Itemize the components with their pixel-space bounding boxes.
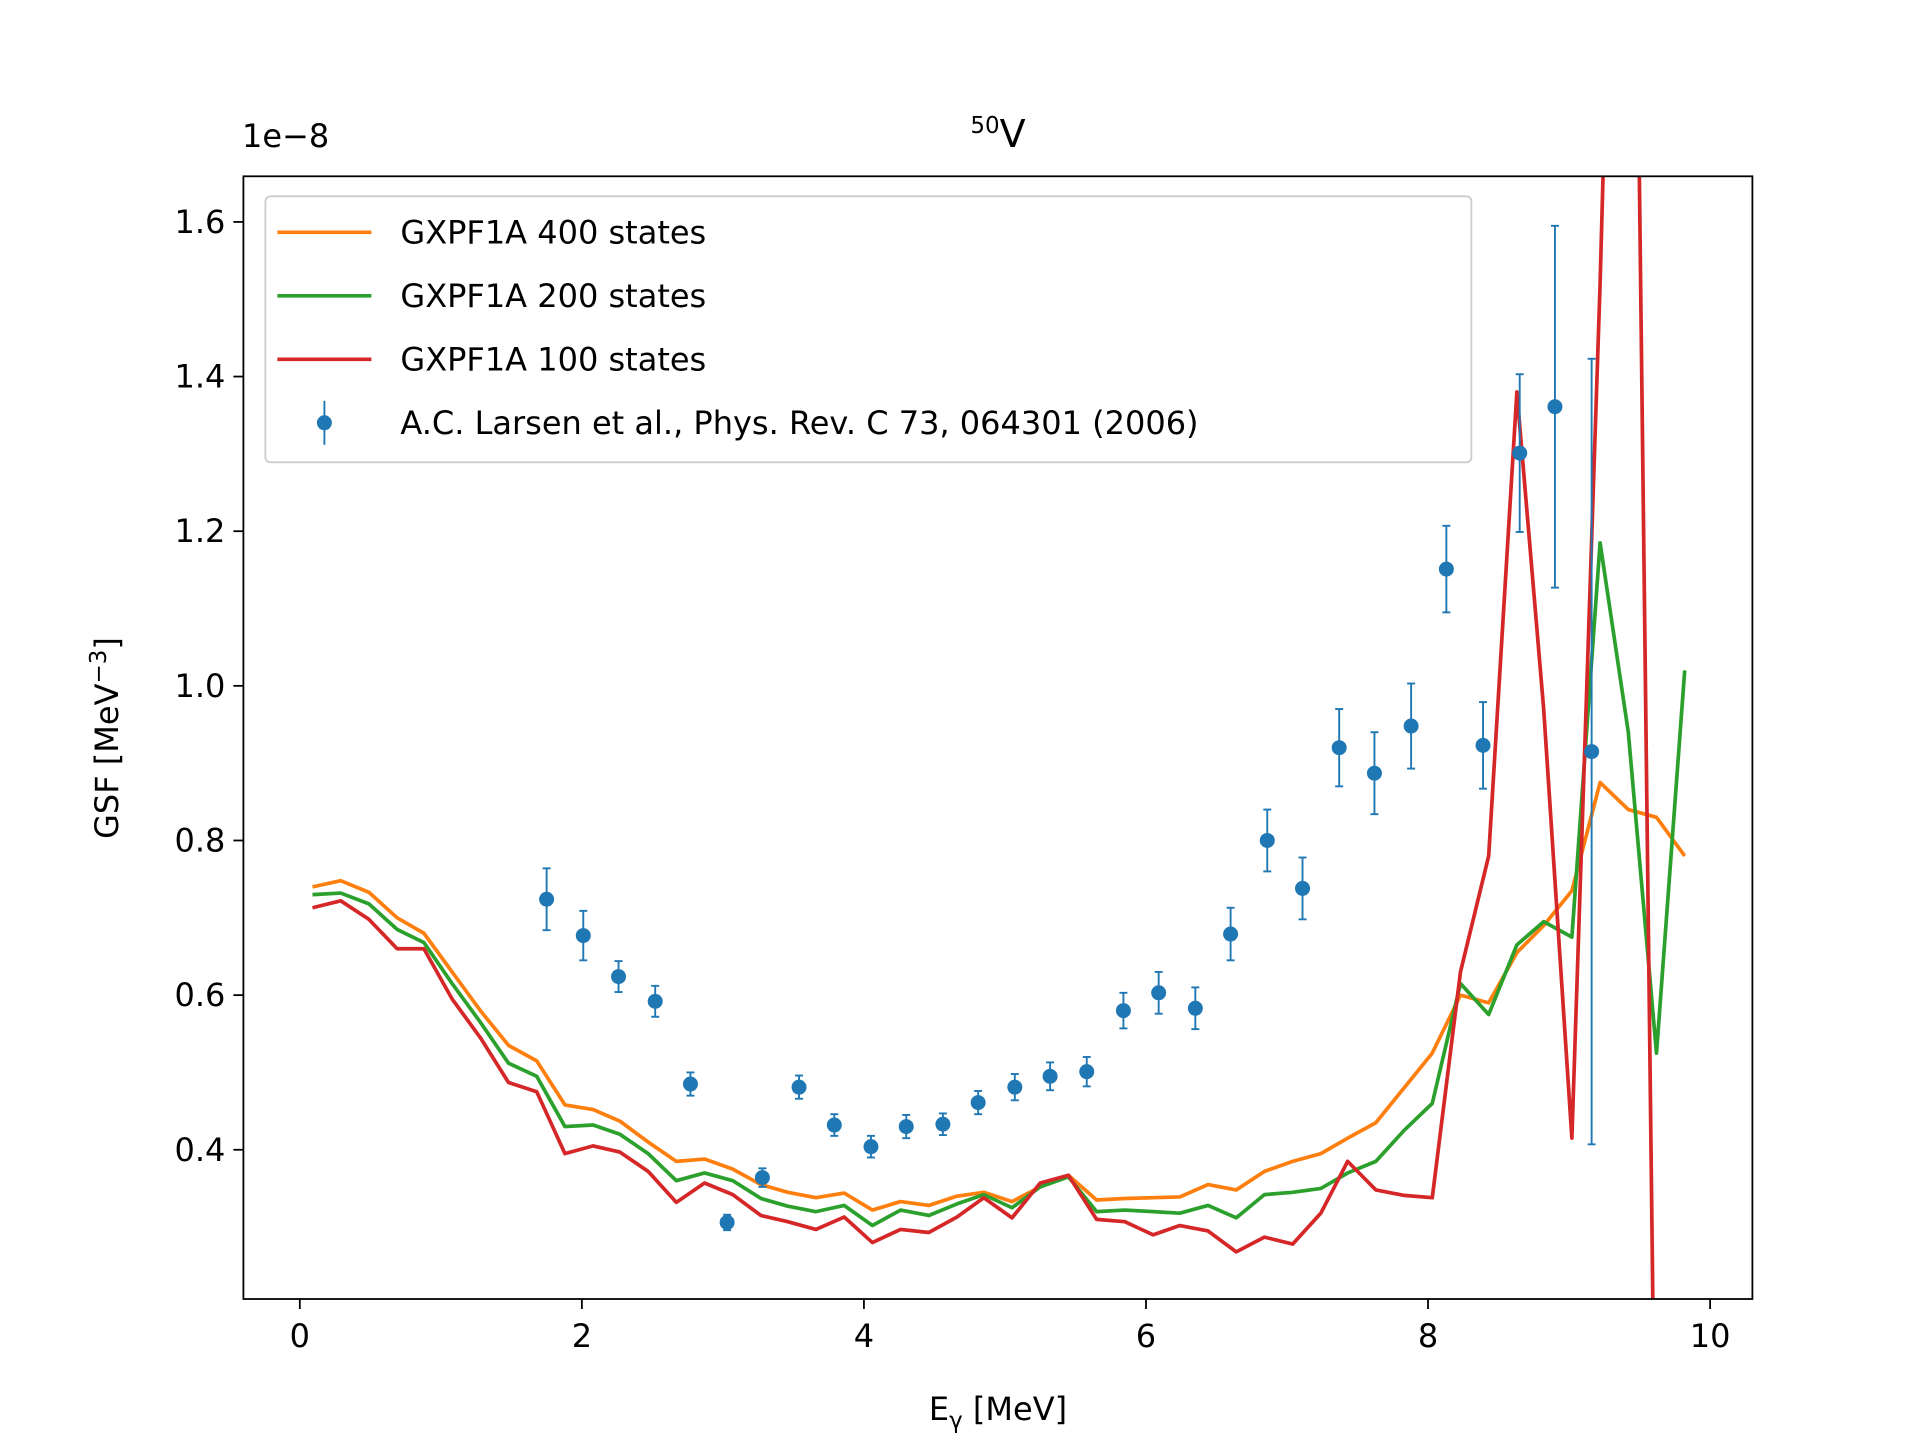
offset-text: 1e−8 (242, 117, 329, 155)
data-point (1259, 832, 1275, 848)
series-line (312, 540, 1687, 1228)
data-point (1042, 1068, 1058, 1084)
y-tick-label: 0.8 (175, 821, 226, 859)
data-point (791, 1079, 807, 1095)
legend-box (264, 195, 1473, 464)
data-point (898, 1119, 914, 1135)
title-superscript: 50 (970, 113, 999, 139)
x-tick-label: 2 (572, 1317, 592, 1355)
y-axis-label: GSF [MeV−3] (86, 637, 126, 839)
y-tick-label: 1.2 (175, 512, 226, 550)
data-point (863, 1139, 879, 1155)
y-label-superscript: −3 (86, 650, 112, 684)
x-tick-label: 6 (1136, 1317, 1156, 1355)
x-tick-label: 10 (1690, 1317, 1731, 1355)
legend-label: GXPF1A 100 states (400, 340, 706, 378)
x-label-text: E (929, 1390, 949, 1428)
y-tick-label: 0.4 (175, 1131, 226, 1169)
x-label-subscript: γ (949, 1408, 963, 1434)
data-point (1366, 765, 1382, 781)
y-label-text: GSF [MeV (88, 683, 126, 838)
x-tick-label: 4 (854, 1317, 874, 1355)
data-point (1403, 718, 1419, 734)
data-point (1187, 1000, 1203, 1016)
axes-frame (242, 175, 1754, 1300)
data-point (719, 1214, 735, 1230)
data-point (611, 969, 627, 985)
y-tick-label: 1.0 (175, 667, 226, 705)
x-axis-label: Eγ [MeV] (929, 1390, 1067, 1434)
data-point (1438, 561, 1454, 577)
y-tick-label: 1.6 (175, 203, 226, 241)
legend-label: GXPF1A 200 states (400, 277, 706, 315)
data-point (539, 891, 555, 907)
y-tick-label: 1.4 (175, 358, 226, 396)
data-point (1115, 1003, 1131, 1019)
y-tick-label: 0.6 (175, 976, 226, 1014)
y-label-end: ] (88, 637, 126, 649)
data-point (970, 1095, 986, 1111)
legend-label: GXPF1A 400 states (400, 213, 706, 251)
data-point (575, 928, 591, 944)
data-point (754, 1170, 770, 1186)
data-point (1475, 737, 1491, 753)
data-point (682, 1076, 698, 1092)
series-line (312, 176, 1655, 1299)
data-point (1547, 399, 1563, 415)
data-point (1223, 926, 1239, 942)
data-point (1295, 880, 1311, 896)
chart-title: 50V (970, 112, 1025, 156)
data-point (1079, 1064, 1095, 1080)
data-point (1584, 744, 1600, 760)
data-point (1331, 740, 1347, 756)
data-point (1151, 985, 1167, 1001)
x-tick-label: 0 (290, 1317, 310, 1355)
data-point (1007, 1079, 1023, 1095)
data-point (647, 993, 663, 1009)
x-tick-label: 8 (1418, 1317, 1438, 1355)
plot-area (312, 176, 1687, 1299)
legend-label: A.C. Larsen et al., Phys. Rev. C 73, 064… (400, 404, 1198, 442)
data-point (935, 1116, 951, 1132)
series-line (312, 780, 1687, 1212)
x-label-end: [MeV] (963, 1390, 1067, 1428)
legend-swatch (316, 415, 332, 431)
title-text: V (1000, 112, 1026, 156)
data-point (1512, 445, 1528, 461)
data-point (826, 1117, 842, 1133)
